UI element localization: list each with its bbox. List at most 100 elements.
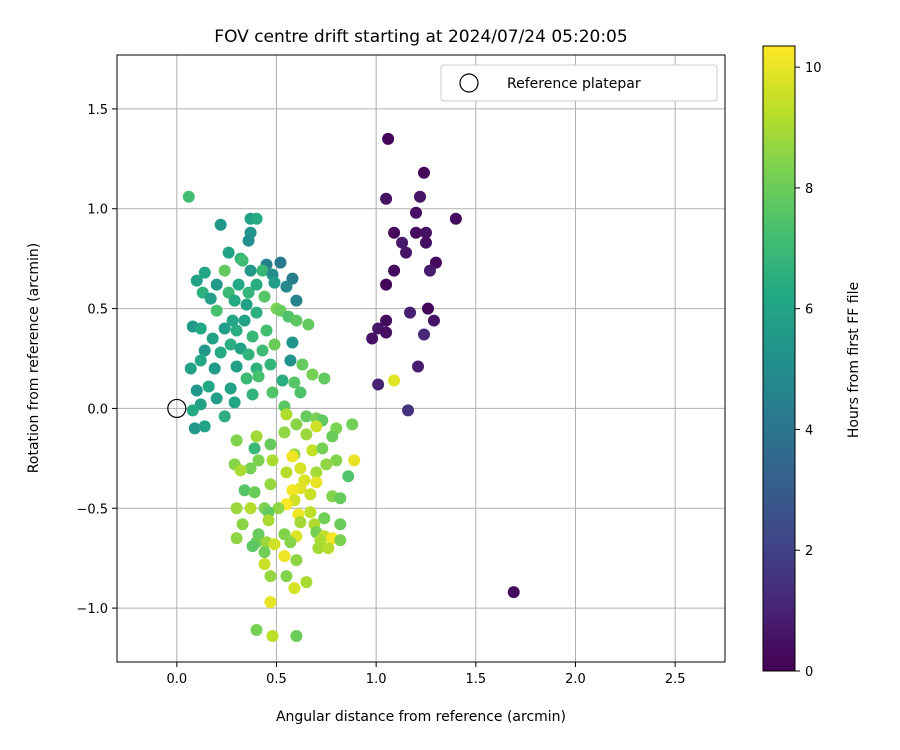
data-point xyxy=(388,374,401,387)
data-point xyxy=(246,540,259,553)
data-point xyxy=(210,278,223,291)
colorbar-tick-label: 8 xyxy=(805,182,813,197)
data-point xyxy=(302,318,315,331)
colorbar: 0 2 4 6 8 10 Hours from first FF file xyxy=(762,45,862,680)
data-point xyxy=(266,454,279,467)
data-point xyxy=(264,438,277,451)
data-point xyxy=(210,392,223,405)
data-point xyxy=(230,360,243,373)
data-point xyxy=(286,450,299,463)
colorbar-ticks: 0 2 4 6 8 10 xyxy=(795,61,822,680)
data-point xyxy=(306,444,319,457)
data-point xyxy=(248,442,261,455)
data-point xyxy=(382,132,395,145)
data-point xyxy=(414,190,427,203)
data-point xyxy=(218,410,231,423)
data-point xyxy=(294,462,307,475)
legend-box xyxy=(440,64,718,102)
data-point xyxy=(304,506,317,519)
y-tick-label: 1.0 xyxy=(87,203,108,218)
data-point xyxy=(230,532,243,545)
data-point xyxy=(304,488,317,501)
x-tick-label: 1.0 xyxy=(366,672,387,687)
data-point xyxy=(242,286,255,299)
data-point xyxy=(294,516,307,529)
data-point xyxy=(264,478,277,491)
x-axis-ticks: 0.0 0.5 1.0 1.5 2.0 2.5 xyxy=(166,662,686,687)
data-point xyxy=(412,360,425,373)
data-point xyxy=(190,274,203,287)
plot-frame xyxy=(116,54,726,663)
data-point xyxy=(286,484,299,497)
data-point xyxy=(278,550,291,563)
data-point xyxy=(417,328,430,341)
data-point xyxy=(296,358,309,371)
data-point xyxy=(240,372,253,385)
data-point xyxy=(402,404,415,417)
data-point xyxy=(404,306,417,319)
data-point xyxy=(507,586,520,599)
data-point xyxy=(284,536,297,549)
data-point xyxy=(326,430,339,443)
data-point xyxy=(268,338,281,351)
data-point xyxy=(318,512,331,525)
data-point xyxy=(236,254,249,267)
reference-marker xyxy=(167,398,187,419)
data-point xyxy=(419,236,432,249)
data-point xyxy=(214,218,227,231)
data-point xyxy=(366,332,379,345)
data-point xyxy=(204,292,217,305)
data-point xyxy=(421,302,434,315)
data-point xyxy=(290,294,303,307)
data-point xyxy=(246,330,259,343)
data-point xyxy=(266,630,279,643)
data-point xyxy=(248,486,261,499)
colorbar-gradient xyxy=(762,45,796,672)
data-point xyxy=(330,454,343,467)
data-point xyxy=(198,420,211,433)
data-point xyxy=(256,344,269,357)
data-point xyxy=(320,458,333,471)
x-tick-label: 2.5 xyxy=(665,672,686,687)
data-point xyxy=(294,386,307,399)
y-tick-label: 0.5 xyxy=(87,303,108,318)
data-point xyxy=(276,374,289,387)
data-point xyxy=(228,396,241,409)
data-point xyxy=(244,462,257,475)
y-tick-label: −0.5 xyxy=(76,502,108,517)
data-point xyxy=(423,264,436,277)
data-point xyxy=(274,256,287,269)
data-point xyxy=(228,294,241,307)
data-point xyxy=(218,264,231,277)
data-point xyxy=(238,484,251,497)
data-point xyxy=(210,304,223,317)
data-point xyxy=(238,314,251,327)
data-point xyxy=(449,212,462,225)
data-point xyxy=(306,368,319,381)
data-point xyxy=(268,276,281,289)
data-point xyxy=(400,246,413,259)
data-point xyxy=(242,234,255,247)
data-point xyxy=(250,212,263,225)
data-point xyxy=(396,236,409,249)
data-point xyxy=(256,264,269,277)
data-point xyxy=(224,338,237,351)
colorbar-tick-label: 6 xyxy=(805,303,813,318)
data-point xyxy=(300,428,313,441)
data-point xyxy=(226,314,239,327)
data-point xyxy=(250,278,263,291)
data-point xyxy=(244,264,257,277)
data-point xyxy=(348,454,361,467)
data-point xyxy=(184,362,197,375)
data-point xyxy=(290,554,303,567)
data-point xyxy=(208,362,221,375)
reference-platepar-point xyxy=(167,398,187,419)
data-point xyxy=(198,266,211,279)
y-axis-label: Rotation from reference (arcmin) xyxy=(26,243,42,473)
data-point xyxy=(264,596,277,609)
y-axis-ticks: −1.0 −0.5 0.0 0.5 1.0 1.5 xyxy=(76,103,117,617)
data-point xyxy=(410,206,423,219)
x-tick-label: 1.5 xyxy=(465,672,486,687)
data-point xyxy=(388,264,401,277)
